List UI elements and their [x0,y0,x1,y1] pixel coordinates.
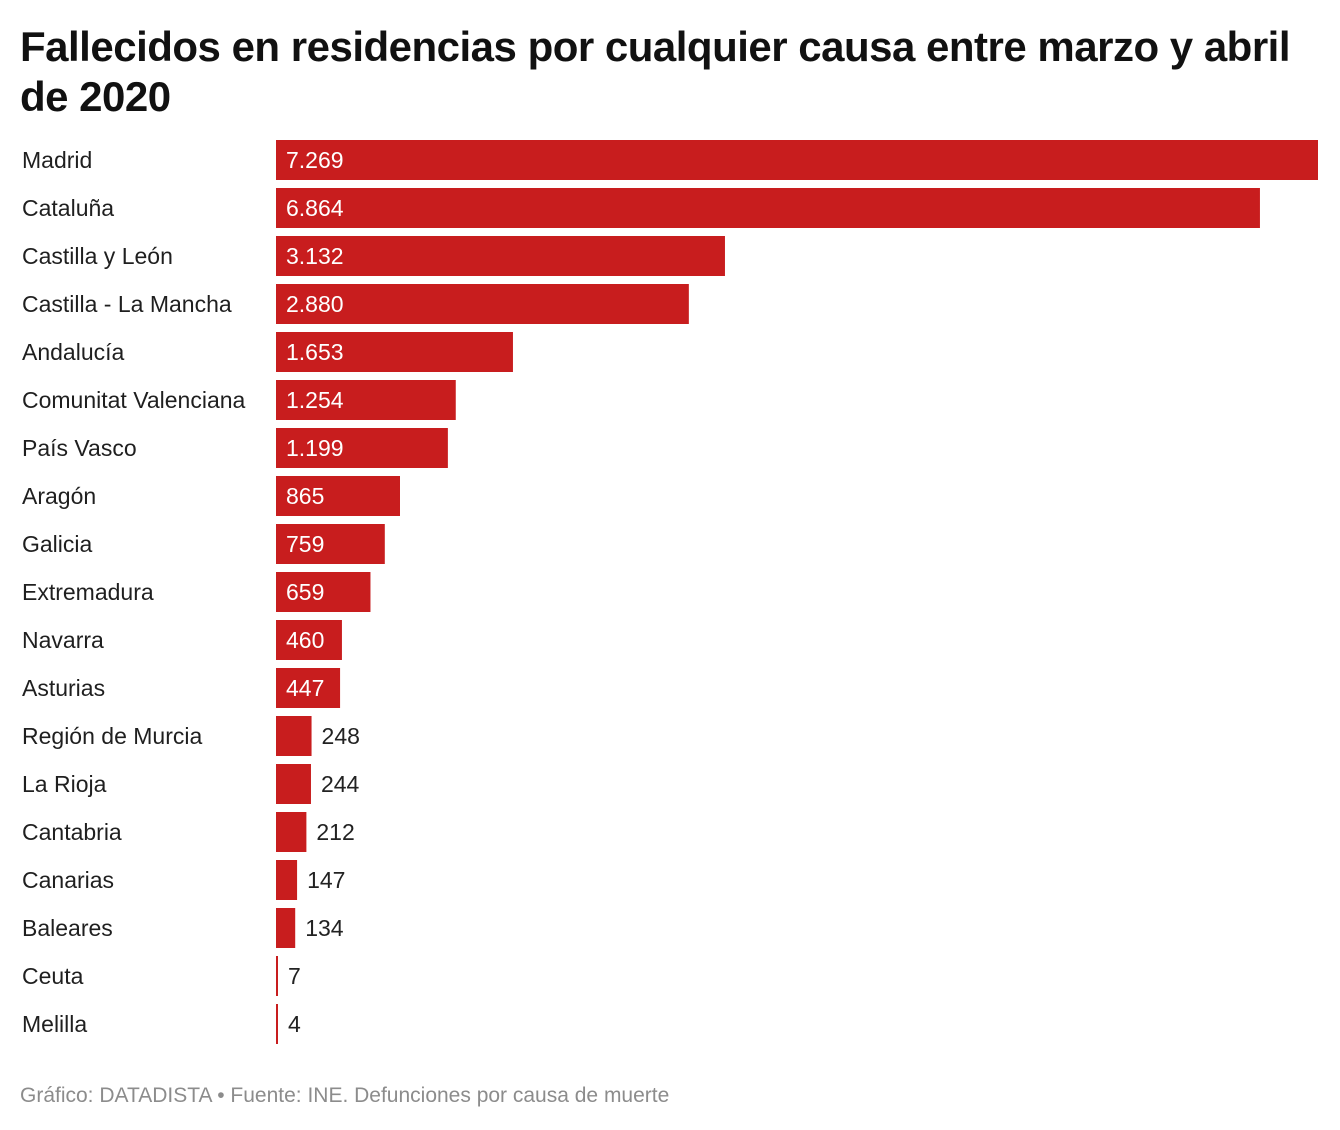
chart-title: Fallecidos en residencias por cualquier … [20,23,1291,120]
bar-row: Cantabria 212 [22,812,355,852]
bar [276,380,456,420]
bar-row: Comunitat Valenciana 1.254 [22,380,456,420]
bar [276,668,341,708]
value-label: 447 [286,675,324,701]
bar-row: Región de Murcia 248 [22,716,360,756]
value-label: 147 [307,867,345,893]
category-label: Galicia [22,531,93,557]
value-label: 659 [286,579,324,605]
bar [276,908,296,948]
bar-row: Baleares 134 [22,908,344,948]
value-label: 6.864 [286,195,344,221]
bar-row: La Rioja 244 [22,764,360,804]
category-label: Aragón [22,483,96,509]
bar [276,284,689,324]
bar-row: Cataluña 6.864 [22,188,1260,228]
bar [276,620,342,660]
bar-row: Ceuta 7 [22,956,301,996]
bar-row: Navarra 460 [22,620,342,660]
bar-row: Asturias 447 [22,668,341,708]
bar-row: Melilla 4 [22,1004,301,1044]
value-label: 759 [286,531,324,557]
category-label: Madrid [22,147,92,173]
bar-row: Canarias 147 [22,860,345,900]
bar [276,956,278,996]
bar [276,764,311,804]
value-label: 3.132 [286,243,344,269]
bar-row: Aragón 865 [22,476,400,516]
bar [276,236,725,276]
bar [276,524,385,564]
category-label: Comunitat Valenciana [22,387,246,413]
bar-row: Castilla y León 3.132 [22,236,725,276]
category-label: Cataluña [22,195,114,221]
value-label: 1.199 [286,435,344,461]
bar [276,140,1318,180]
value-label: 460 [286,627,324,653]
category-label: Región de Murcia [22,723,202,749]
bar [276,1004,278,1044]
bar-row: País Vasco 1.199 [22,428,448,468]
value-label: 212 [316,819,354,845]
category-label: Cantabria [22,819,122,845]
value-label: 865 [286,483,324,509]
value-label: 7.269 [286,147,344,173]
source-footer: Gráfico: DATADISTA • Fuente: INE. Defunc… [20,1084,670,1107]
value-label: 4 [288,1011,301,1037]
category-label: Castilla - La Mancha [22,291,232,317]
bar-row: Castilla - La Mancha 2.880 [22,284,689,324]
category-label: La Rioja [22,771,107,797]
bar-row: Madrid 7.269 [22,140,1318,180]
bar [276,332,513,372]
category-label: Baleares [22,915,113,941]
value-label: 1.653 [286,339,344,365]
bar-row: Extremadura 659 [22,572,371,612]
category-label: Castilla y León [22,243,173,269]
bar [276,572,371,612]
category-label: País Vasco [22,435,137,461]
category-label: Extremadura [22,579,154,605]
bar [276,476,400,516]
category-label: Ceuta [22,963,84,989]
bar [276,860,298,900]
value-label: 134 [305,915,344,941]
bar [276,188,1260,228]
value-label: 248 [322,723,360,749]
bar-row: Galicia 759 [22,524,385,564]
value-label: 244 [321,771,360,797]
value-label: 2.880 [286,291,344,317]
category-label: Asturias [22,675,105,701]
bar [276,428,448,468]
category-label: Andalucía [22,339,125,365]
value-label: 1.254 [286,387,344,413]
category-label: Navarra [22,627,104,653]
category-label: Melilla [22,1011,87,1037]
value-label: 7 [288,963,301,989]
bar [276,812,307,852]
bar [276,716,312,756]
category-label: Canarias [22,867,114,893]
bar-row: Andalucía 1.653 [22,332,513,372]
